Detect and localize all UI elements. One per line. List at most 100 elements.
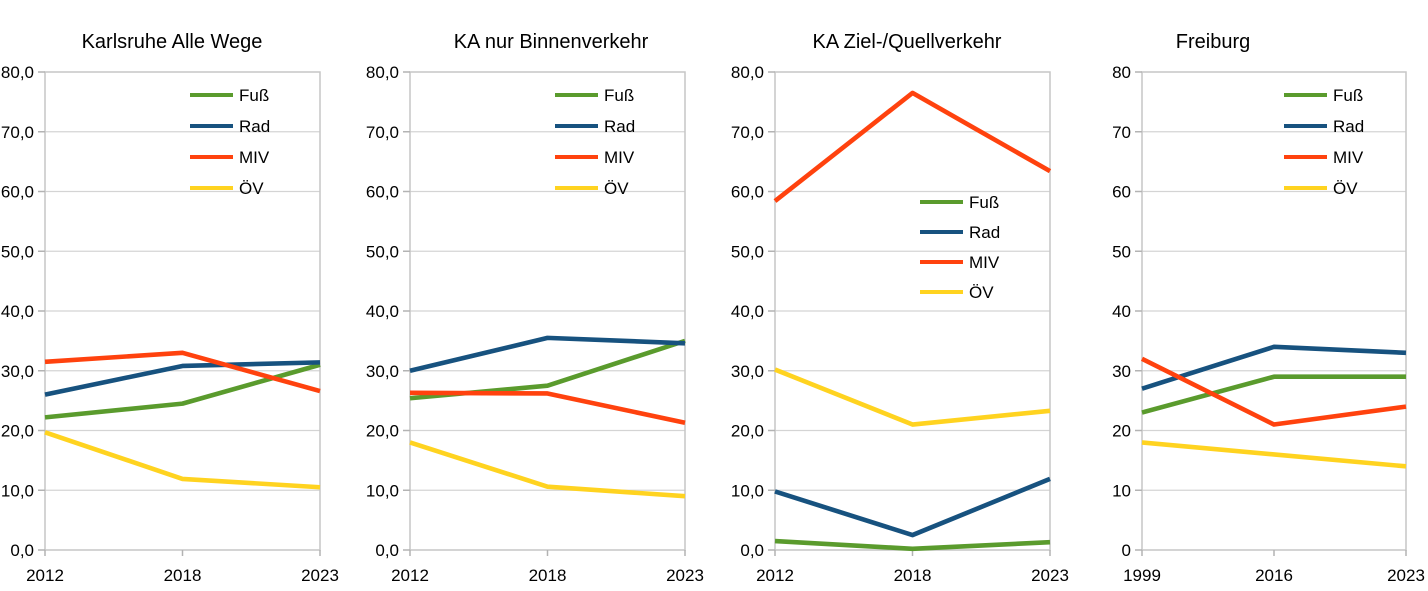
series-line-oev <box>409 440 686 499</box>
series-line-rad <box>409 335 686 373</box>
y-tick-label: 40,0 <box>1 302 34 321</box>
y-tick-label: 20,0 <box>1 422 34 441</box>
series-line-fuss <box>44 362 321 420</box>
series-line-fuss <box>774 538 1051 552</box>
legend-label: MIV <box>1333 148 1364 167</box>
chart-title: Freiburg <box>1175 31 1251 53</box>
y-axis: 0,0 10,0 20,0 30,0 40,0 50,0 60,0 70,0 80,0 <box>1 63 45 560</box>
y-tick-label: 70,0 <box>1 123 34 142</box>
legend-label: MIV <box>604 148 635 167</box>
legend-item-rad: Rad <box>555 117 635 136</box>
y-tick-label: 80,0 <box>731 63 764 82</box>
y-tick-label: 70,0 <box>731 123 764 142</box>
series-line-fuss <box>1141 374 1406 415</box>
legend-item-miv: MIV <box>920 253 1000 272</box>
series-line-rad <box>1141 344 1407 391</box>
legend: Fuß Rad MIV ÖV <box>920 193 1000 302</box>
series-line-miv <box>773 90 1052 203</box>
y-tick-label: 50,0 <box>731 242 764 261</box>
y-tick-label: 60,0 <box>1 183 34 202</box>
x-tick-label: 2012 <box>391 566 429 585</box>
legend-label: Fuß <box>604 86 634 105</box>
chart-title: KA Ziel-/Quellverkehr <box>812 31 1002 53</box>
y-tick-label: 10,0 <box>1 481 34 500</box>
x-axis: 1999 2016 2023 <box>1123 550 1425 585</box>
legend-item-fuss: Fuß <box>920 193 999 212</box>
y-tick-label: 20,0 <box>366 422 399 441</box>
y-tick-label: 0,0 <box>375 541 399 560</box>
x-tick-label: 2016 <box>1255 566 1293 585</box>
y-tick-label: 40,0 <box>366 302 399 321</box>
y-tick-label: 50 <box>1112 242 1131 261</box>
x-tick-label: 2018 <box>164 566 202 585</box>
chart-panel-karlsruhe-alle-wege: Karlsruhe Alle Wege 0,0 10,0 20,0 30,0 40,0 5… <box>0 0 357 591</box>
y-gridlines <box>410 131 685 491</box>
x-axis: 2012 2018 2023 <box>26 550 339 585</box>
legend-item-miv: MIV <box>555 148 635 167</box>
y-tick-label: 30,0 <box>366 362 399 381</box>
series-line-miv <box>44 350 321 394</box>
legend: Fuß Rad MIV ÖV <box>1284 86 1364 198</box>
y-tick-label: 30,0 <box>1 362 34 381</box>
x-axis: 2012 2018 2023 <box>756 550 1069 585</box>
legend: Fuß Rad MIV ÖV <box>190 86 270 198</box>
chart-title: Karlsruhe Alle Wege <box>81 31 263 53</box>
legend-item-oev: ÖV <box>1284 179 1358 198</box>
y-tick-label: 0 <box>1122 541 1131 560</box>
legend-item-miv: MIV <box>190 148 270 167</box>
legend-item-rad: Rad <box>920 223 1000 242</box>
legend-label: MIV <box>239 148 270 167</box>
y-tick-label: 10,0 <box>731 481 764 500</box>
y-tick-label: 10 <box>1112 481 1131 500</box>
series-line-miv <box>1140 356 1407 427</box>
y-tick-label: 80,0 <box>366 63 399 82</box>
legend-item-fuss: Fuß <box>1284 86 1363 105</box>
y-tick-label: 80,0 <box>1 63 34 82</box>
legend-item-oev: ÖV <box>920 283 994 302</box>
y-tick-label: 70 <box>1112 123 1131 142</box>
legend-label: ÖV <box>239 179 264 198</box>
chart-panel-ka-ziel-quellverkehr: KA Ziel-/Quellverkehr 0,0 10,0 20,0 30,0 40,… <box>714 0 1071 591</box>
legend-label: ÖV <box>969 283 994 302</box>
legend-label: ÖV <box>604 179 629 198</box>
series-line-rad <box>774 476 1051 538</box>
chart-title: KA nur Binnenverkehr <box>453 31 649 53</box>
x-tick-label: 2023 <box>666 566 704 585</box>
y-tick-label: 0,0 <box>740 541 764 560</box>
legend-item-rad: Rad <box>1284 117 1364 136</box>
series-line-oev <box>774 367 1051 427</box>
legend-item-oev: ÖV <box>555 179 629 198</box>
y-tick-label: 50,0 <box>1 242 34 261</box>
y-gridlines <box>775 131 1050 491</box>
legend-label: ÖV <box>1333 179 1358 198</box>
y-tick-label: 50,0 <box>366 242 399 261</box>
series-line-miv <box>409 390 686 425</box>
y-tick-label: 30,0 <box>731 362 764 381</box>
y-gridlines <box>1142 131 1406 491</box>
legend-label: Fuß <box>969 193 999 212</box>
y-axis: 0 10 20 30 40 50 60 70 80 <box>1112 63 1142 560</box>
x-axis: 2012 2018 2023 <box>391 550 704 585</box>
chart-panel-freiburg: Freiburg 0 10 20 30 40 50 60 70 80 1999 2016 2023 Fu… <box>1071 0 1428 591</box>
legend-label: Rad <box>239 117 270 136</box>
x-tick-label: 2018 <box>894 566 932 585</box>
legend-label: Rad <box>604 117 635 136</box>
series-line-rad <box>44 360 321 397</box>
line-chart: 0 10 20 30 40 50 60 70 80 1999 2016 2023 Fuß Rad MIV ÖV <box>1112 63 1425 585</box>
legend: Fuß Rad MIV ÖV <box>555 86 635 198</box>
y-tick-label: 60,0 <box>366 183 399 202</box>
y-tick-label: 60,0 <box>731 183 764 202</box>
legend-item-rad: Rad <box>190 117 270 136</box>
series-line-oev <box>44 430 321 490</box>
y-axis: 0,0 10,0 20,0 30,0 40,0 50,0 60,0 70,0 80,0 <box>366 63 410 560</box>
x-tick-label: 2023 <box>1031 566 1069 585</box>
series-line-fuss <box>409 338 686 401</box>
legend-item-fuss: Fuß <box>555 86 634 105</box>
x-tick-label: 2018 <box>529 566 567 585</box>
legend-label: Rad <box>1333 117 1364 136</box>
legend-item-miv: MIV <box>1284 148 1364 167</box>
